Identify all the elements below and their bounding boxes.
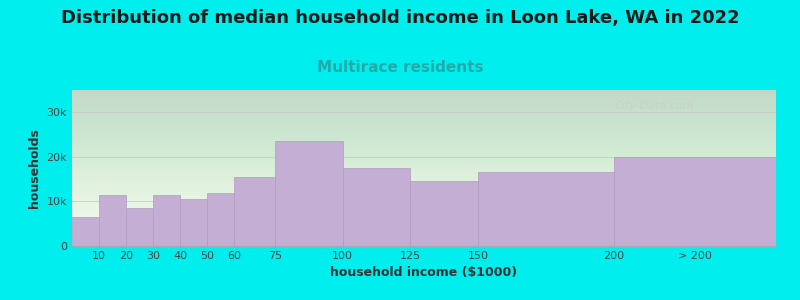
- Bar: [180, 199, 207, 246]
- Text: Distribution of median household income in Loon Lake, WA in 2022: Distribution of median household income …: [61, 9, 739, 27]
- Text: City-Data.com: City-Data.com: [614, 101, 694, 111]
- Bar: [154, 195, 180, 246]
- Bar: [478, 172, 614, 246]
- Bar: [234, 177, 275, 246]
- Y-axis label: households: households: [28, 128, 41, 208]
- Bar: [275, 141, 342, 246]
- Bar: [342, 168, 410, 246]
- Bar: [72, 217, 99, 246]
- Bar: [126, 208, 154, 246]
- Bar: [207, 194, 234, 246]
- Text: Multirace residents: Multirace residents: [317, 60, 483, 75]
- X-axis label: household income ($1000): household income ($1000): [330, 266, 518, 279]
- Bar: [99, 195, 126, 246]
- Bar: [410, 182, 478, 246]
- Bar: [614, 157, 776, 246]
